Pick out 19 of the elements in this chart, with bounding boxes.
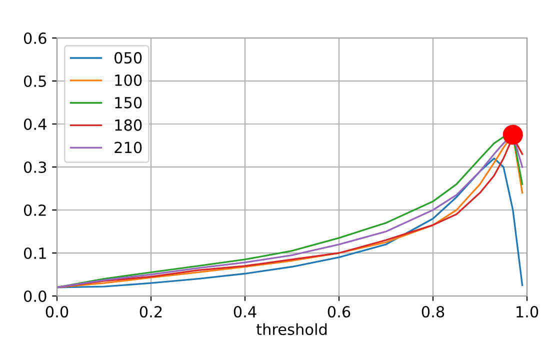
- x-tick-label: 0.8: [422, 306, 444, 318]
- y-tick-label: 0.0: [24, 290, 46, 302]
- x-axis-title: threshold: [256, 323, 327, 336]
- x-tick-label: 0.0: [46, 306, 68, 318]
- y-tick-label: 0.6: [24, 32, 46, 44]
- y-tick-label: 0.5: [24, 75, 46, 88]
- x-tick-label: 0.4: [234, 306, 256, 318]
- y-tick-label: 0.1: [24, 247, 46, 260]
- x-tick-label: 0.6: [328, 306, 350, 318]
- legend-label: 210: [114, 142, 142, 154]
- legend-label: 100: [115, 74, 142, 86]
- legend-label: 150: [115, 96, 142, 108]
- legend-label: 050: [114, 52, 142, 64]
- y-tick-label: 0.4: [24, 118, 46, 130]
- y-tick-label: 0.3: [24, 161, 46, 174]
- x-tick-label: 1.0: [516, 306, 538, 318]
- y-tick-label: 0.2: [24, 204, 46, 216]
- x-tick-label: 0.2: [140, 306, 162, 318]
- legend-label: 180: [115, 119, 142, 131]
